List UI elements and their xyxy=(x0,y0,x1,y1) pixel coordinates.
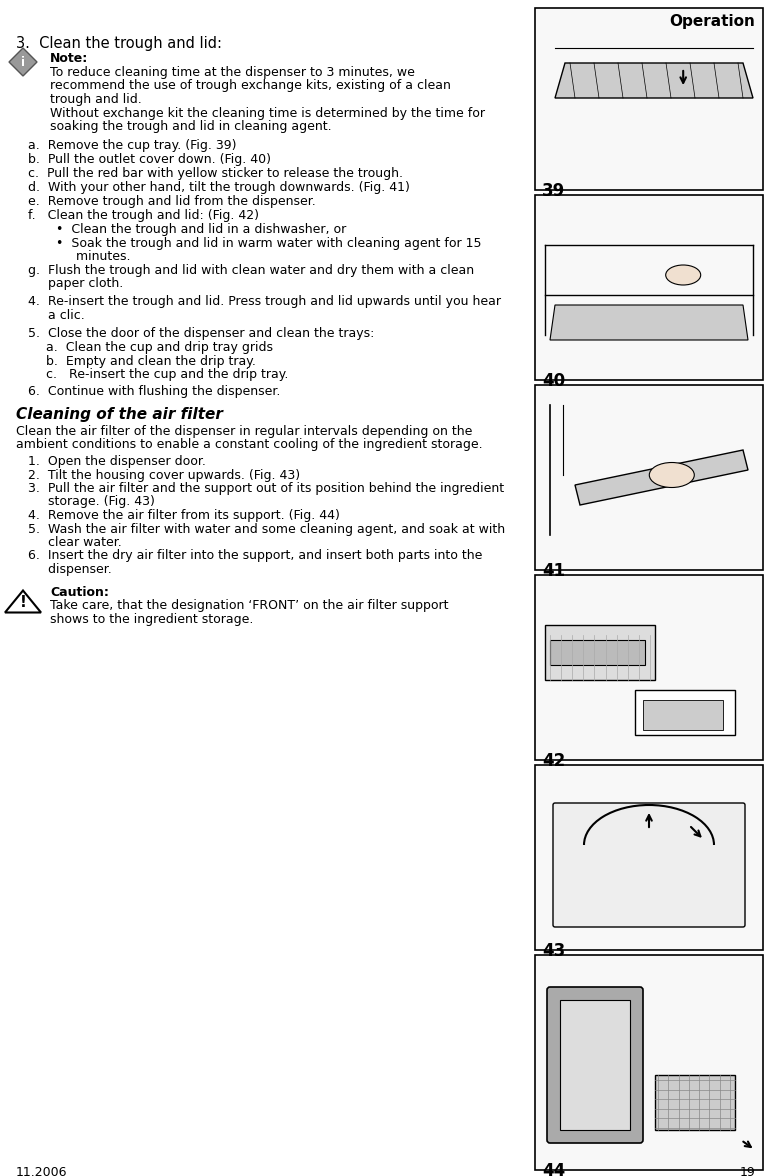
Text: a clic.: a clic. xyxy=(28,309,84,322)
Text: c.  Pull the red bar with yellow sticker to release the trough.: c. Pull the red bar with yellow sticker … xyxy=(28,167,403,180)
Text: 42: 42 xyxy=(542,751,565,770)
Text: Without exchange kit the cleaning time is determined by the time for: Without exchange kit the cleaning time i… xyxy=(50,107,485,120)
Ellipse shape xyxy=(649,462,694,488)
Text: storage. (Fig. 43): storage. (Fig. 43) xyxy=(28,495,155,508)
Text: d.  With your other hand, tilt the trough downwards. (Fig. 41): d. With your other hand, tilt the trough… xyxy=(28,181,410,194)
Text: 6.  Continue with flushing the dispenser.: 6. Continue with flushing the dispenser. xyxy=(28,386,280,399)
Text: Note:: Note: xyxy=(50,52,88,65)
Bar xyxy=(655,1075,735,1130)
Text: 5.  Wash the air filter with water and some cleaning agent, and soak at with: 5. Wash the air filter with water and so… xyxy=(28,522,505,535)
Text: f.   Clean the trough and lid: (Fig. 42): f. Clean the trough and lid: (Fig. 42) xyxy=(28,209,259,222)
Polygon shape xyxy=(9,48,37,76)
Text: c.   Re-insert the cup and the drip tray.: c. Re-insert the cup and the drip tray. xyxy=(46,368,288,381)
Text: Cleaning of the air filter: Cleaning of the air filter xyxy=(16,408,223,422)
Ellipse shape xyxy=(666,265,700,285)
Polygon shape xyxy=(550,305,748,340)
Text: 1.  Open the dispenser door.: 1. Open the dispenser door. xyxy=(28,455,206,468)
Text: i: i xyxy=(21,55,25,68)
Bar xyxy=(635,690,735,735)
Text: a.  Remove the cup tray. (Fig. 39): a. Remove the cup tray. (Fig. 39) xyxy=(28,140,237,153)
Text: b.  Pull the outlet cover down. (Fig. 40): b. Pull the outlet cover down. (Fig. 40) xyxy=(28,154,271,167)
Text: 44: 44 xyxy=(542,1162,565,1176)
Bar xyxy=(536,956,762,1169)
Polygon shape xyxy=(555,64,753,98)
Text: Caution:: Caution: xyxy=(50,587,109,600)
Text: Take care, that the designation ‘FRONT’ on the air filter support: Take care, that the designation ‘FRONT’ … xyxy=(50,600,449,613)
Text: 41: 41 xyxy=(542,562,565,580)
Text: shows to the ingredient storage.: shows to the ingredient storage. xyxy=(50,613,253,626)
Bar xyxy=(536,9,762,189)
Text: a.  Clean the cup and drip tray grids: a. Clean the cup and drip tray grids xyxy=(46,341,273,354)
Bar xyxy=(545,624,655,680)
Text: g.  Flush the trough and lid with clean water and dry them with a clean: g. Flush the trough and lid with clean w… xyxy=(28,263,474,278)
Text: 39: 39 xyxy=(542,182,565,200)
Text: trough and lid.: trough and lid. xyxy=(50,93,142,106)
Text: ambient conditions to enable a constant cooling of the ingredient storage.: ambient conditions to enable a constant … xyxy=(16,437,482,452)
Bar xyxy=(535,955,763,1170)
Text: 3.  Clean the trough and lid:: 3. Clean the trough and lid: xyxy=(16,36,222,51)
Text: 4.  Re-insert the trough and lid. Press trough and lid upwards until you hear: 4. Re-insert the trough and lid. Press t… xyxy=(28,295,501,308)
Text: dispenser.: dispenser. xyxy=(28,563,112,576)
Text: 3.  Pull the air filter and the support out of its position behind the ingredien: 3. Pull the air filter and the support o… xyxy=(28,482,504,495)
Bar xyxy=(536,766,762,949)
Bar xyxy=(643,700,723,730)
Text: 2.  Tilt the housing cover upwards. (Fig. 43): 2. Tilt the housing cover upwards. (Fig.… xyxy=(28,468,300,481)
Text: •  Clean the trough and lid in a dishwasher, or: • Clean the trough and lid in a dishwash… xyxy=(56,223,346,236)
Text: 5.  Close the door of the dispenser and clean the trays:: 5. Close the door of the dispenser and c… xyxy=(28,327,374,340)
Bar xyxy=(535,195,763,380)
Text: 4.  Remove the air filter from its support. (Fig. 44): 4. Remove the air filter from its suppor… xyxy=(28,509,340,522)
Bar xyxy=(560,1000,630,1130)
Bar xyxy=(535,766,763,950)
Bar xyxy=(550,640,645,664)
Polygon shape xyxy=(5,590,41,613)
Text: 40: 40 xyxy=(542,372,565,390)
Text: Clean the air filter of the dispenser in regular intervals depending on the: Clean the air filter of the dispenser in… xyxy=(16,425,472,437)
Polygon shape xyxy=(575,450,748,505)
Text: 11.2006: 11.2006 xyxy=(16,1165,68,1176)
Text: clear water.: clear water. xyxy=(28,536,122,549)
Text: paper cloth.: paper cloth. xyxy=(28,278,123,290)
Text: •  Soak the trough and lid in warm water with cleaning agent for 15: • Soak the trough and lid in warm water … xyxy=(56,238,482,250)
FancyBboxPatch shape xyxy=(553,803,745,927)
Text: recommend the use of trough exchange kits, existing of a clean: recommend the use of trough exchange kit… xyxy=(50,80,451,93)
Bar xyxy=(536,576,762,759)
Bar xyxy=(536,386,762,569)
Bar xyxy=(535,575,763,760)
Text: !: ! xyxy=(19,595,26,610)
Text: To reduce cleaning time at the dispenser to 3 minutes, we: To reduce cleaning time at the dispenser… xyxy=(50,66,415,79)
Text: soaking the trough and lid in cleaning agent.: soaking the trough and lid in cleaning a… xyxy=(50,120,332,133)
Text: Operation: Operation xyxy=(669,14,755,29)
Text: e.  Remove trough and lid from the dispenser.: e. Remove trough and lid from the dispen… xyxy=(28,195,316,208)
Text: 6.  Insert the dry air filter into the support, and insert both parts into the: 6. Insert the dry air filter into the su… xyxy=(28,549,482,562)
Bar xyxy=(536,196,762,379)
Text: minutes.: minutes. xyxy=(56,250,131,263)
Bar xyxy=(535,385,763,570)
Bar xyxy=(535,8,763,191)
Text: 43: 43 xyxy=(542,942,565,960)
Text: b.  Empty and clean the drip tray.: b. Empty and clean the drip tray. xyxy=(46,354,256,367)
Text: 19: 19 xyxy=(740,1165,755,1176)
FancyBboxPatch shape xyxy=(547,987,643,1143)
